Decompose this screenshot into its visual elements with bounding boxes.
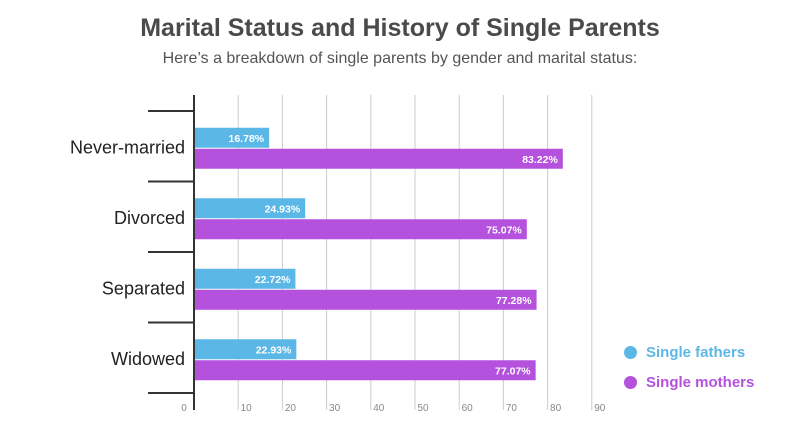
bar-value-label: 75.07% [486, 224, 522, 236]
bar-value-label: 24.93% [265, 203, 301, 215]
legend: Single fathers Single mothers [624, 340, 754, 400]
category-label: Divorced [114, 208, 185, 228]
x-tick-label: 80 [550, 403, 562, 414]
legend-item-single-fathers: Single fathers [624, 340, 754, 364]
bar-value-label: 16.78% [229, 133, 265, 145]
chart-title: Marital Status and History of Single Par… [140, 14, 660, 42]
bar [195, 148, 563, 169]
legend-item-single-mothers: Single mothers [624, 370, 754, 394]
category-label: Never-married [70, 137, 185, 157]
category-label: Separated [102, 278, 185, 298]
category-label: Widowed [111, 349, 185, 369]
bar-value-label: 77.07% [495, 365, 531, 377]
x-tick-label: 20 [285, 403, 297, 414]
bar [195, 219, 527, 240]
bar [195, 127, 270, 148]
bar [195, 339, 297, 360]
x-tick-label: 40 [373, 403, 385, 414]
bar-value-label: 77.28% [496, 295, 532, 307]
legend-label-single-mothers: Single mothers [646, 373, 755, 391]
x-tick-label: 50 [417, 403, 429, 414]
x-tick-label: 70 [506, 403, 518, 414]
bar [195, 289, 537, 310]
legend-swatch-single-mothers [624, 375, 637, 389]
bar [195, 360, 536, 381]
x-tick-label: 30 [329, 403, 341, 414]
x-tick-label: 90 [594, 403, 606, 414]
legend-swatch-single-fathers [624, 345, 637, 359]
bar-value-label: 83.22% [522, 154, 558, 166]
x-tick-label: 60 [462, 403, 474, 414]
bar-value-label: 22.93% [256, 344, 292, 356]
chart-subtitle: Here’s a breakdown of single parents by … [162, 50, 638, 67]
bar [195, 198, 306, 219]
bar-value-label: 22.72% [255, 274, 291, 286]
legend-label-single-fathers: Single fathers [646, 343, 746, 361]
bar [195, 268, 296, 289]
x-tick-label: 0 [181, 403, 187, 414]
x-tick-label: 10 [241, 403, 253, 414]
